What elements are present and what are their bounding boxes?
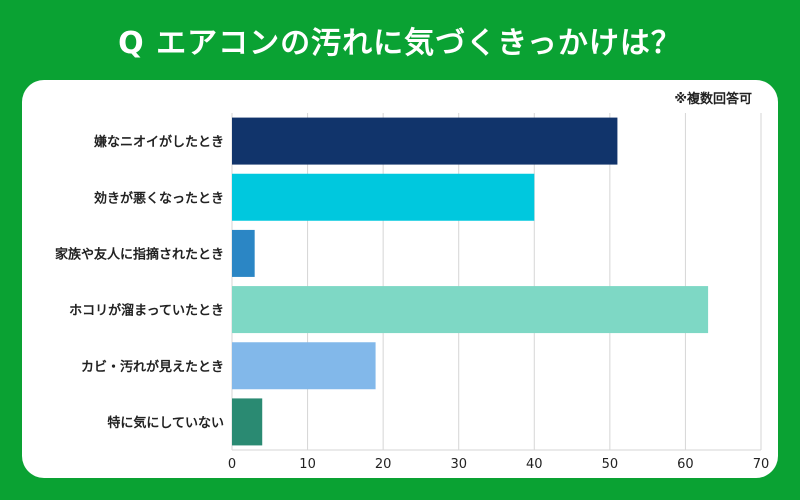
chart-card: ※複数回答可 嫌なニオイがしたとき 効きが悪くなったとき家族や友人に指摘されたとき… bbox=[22, 80, 778, 478]
grid-layer bbox=[231, 113, 762, 451]
x-tick-label: 60 bbox=[677, 457, 694, 472]
x-tick-label: 30 bbox=[450, 457, 467, 472]
category-labels: 嫌なニオイがしたとき効きが悪くなったとき家族や友人に指摘されたときホコリが溜まっ… bbox=[55, 134, 224, 431]
x-tick-label: 20 bbox=[375, 457, 392, 472]
bar bbox=[232, 342, 376, 390]
x-tick-label: 10 bbox=[299, 457, 316, 472]
bar bbox=[232, 173, 535, 221]
bar bbox=[232, 117, 618, 165]
category-label: 嫌なニオイがしたとき bbox=[93, 134, 224, 150]
category-label: 家族や友人に指摘されたとき bbox=[55, 246, 224, 262]
page-title: Q エアコンの汚れに気づくきっかけは？ bbox=[118, 26, 682, 61]
category-label: ホコリが溜まっていたとき bbox=[69, 303, 224, 319]
x-tick-label: 50 bbox=[602, 457, 619, 472]
x-tick-label: 0 bbox=[228, 457, 236, 472]
category-label: 効きが悪くなったとき bbox=[94, 190, 224, 206]
bar-chart: 嫌なニオイがしたとき効きが悪くなったとき家族や友人に指摘されたときホコリが溜まっ… bbox=[55, 113, 769, 472]
bar-layer bbox=[232, 117, 709, 446]
bar bbox=[232, 286, 709, 334]
x-tick-label: 70 bbox=[753, 457, 770, 472]
x-tick-labels: 0 10 20 30 40 50 60 70 bbox=[228, 457, 769, 472]
category-label: カビ・汚れが見えたとき bbox=[81, 359, 224, 375]
x-tick-label: 40 bbox=[526, 457, 543, 472]
category-label: 特に気にしていない bbox=[107, 415, 224, 431]
multiple-answer-note: ※複数回答可 bbox=[674, 92, 752, 107]
bar bbox=[232, 229, 255, 277]
bar bbox=[232, 398, 263, 446]
